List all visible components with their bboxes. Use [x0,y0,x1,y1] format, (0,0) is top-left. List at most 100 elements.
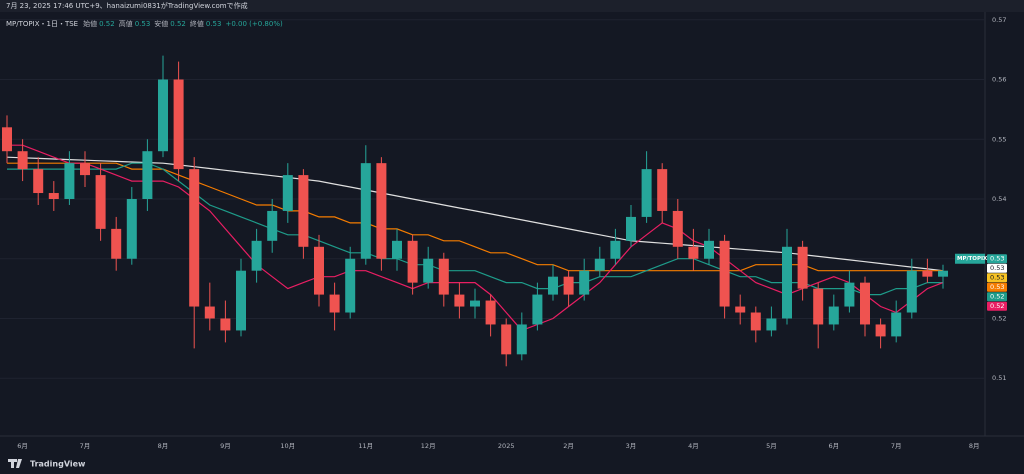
price-tag: 0.52 [990,293,1004,301]
candle-body [719,240,730,307]
candle-body [610,240,621,259]
x-tick-label: 7月 [891,442,902,450]
candle-body [626,216,636,241]
candle-body [594,258,605,271]
x-tick-label: 7月 [80,442,91,450]
candle-body [501,324,512,355]
y-tick-label: 0.57 [992,16,1006,24]
price-tag-bg [987,273,1007,283]
candle-body [922,270,933,277]
candle-body [95,175,106,229]
candle-body [80,163,90,176]
candle-body [470,300,480,307]
y-tick-label: 0.55 [992,135,1006,143]
x-tick-label: 2月 [563,442,574,450]
candle-body [298,175,309,247]
x-tick-label: 3月 [626,442,637,450]
candle-body [438,258,449,295]
candle-body [657,169,668,211]
candle-body [891,312,902,337]
candle-body [782,246,792,319]
candle-body [236,270,246,331]
candle-body [407,240,418,283]
candle-body [204,306,215,319]
y-tick-label: 0.52 [992,314,1006,322]
candle-body [48,193,59,199]
x-tick-label: 9月 [220,442,231,450]
price-tag-bg [987,292,1007,302]
x-tick-label: 12月 [421,442,436,450]
candle-body [282,175,293,211]
candle-body [828,306,839,325]
x-tick-label: 10月 [280,442,295,450]
candle-body [345,258,356,313]
candle-body [548,276,558,295]
legend-symbol: MP/TOPIX・1日・TSE [6,20,78,28]
candle-body [360,163,371,259]
legend-value: 0.52 [170,20,186,28]
symbol-tag: MP/TOPIX [957,256,988,262]
candle-body [875,324,886,337]
candle-body [173,79,184,170]
symbol-tag-bg [955,253,985,264]
legend-label: 高値 [119,19,133,28]
y-tick-label: 0.54 [992,195,1006,203]
candle-body [766,318,777,331]
header-text: 7月 23, 2025 17:46 UTC+9、hanaizumi0831がTr… [6,1,248,10]
watermark: TradingView [30,460,86,469]
legend-label: 安値 [154,19,168,28]
candle-body [735,306,746,313]
candle-body [750,312,761,331]
legend: MP/TOPIX・1日・TSE 始値 0.52 高値 0.53 安値 0.52 終値 0.53 +… [6,19,283,28]
candle-body [641,169,652,217]
x-tick-label: 5月 [766,442,777,450]
legend-change: +0.00 (+0.80%) [225,20,283,28]
price-tag: 0.53 [990,255,1004,263]
candle-body [111,228,122,259]
price-tag-bg [987,254,1007,264]
legend-value: 0.53 [206,20,222,28]
candle-body [158,79,168,152]
x-tick-label: 11月 [358,442,373,450]
x-tick-label: 8月 [158,442,169,450]
price-tag: 0.52 [990,302,1004,310]
legend-value: 0.53 [135,20,151,28]
candle-body [64,163,75,199]
candle-body [860,282,870,325]
candle-body [220,318,231,331]
candle-body [454,294,465,307]
logo-icon [8,459,22,468]
candle-body [844,282,855,307]
candle-body [17,151,28,170]
candle-body [813,288,824,325]
price-tag-bg [987,301,1007,311]
candle-body [485,300,496,325]
x-tick-label: 2025 [498,442,515,450]
price-tag-bg [987,263,1007,273]
price-tag: 0.53 [990,264,1004,272]
candle-body [33,169,44,194]
y-tick-label: 0.51 [992,374,1006,382]
price-tag: 0.53 [990,274,1004,282]
legend-label: 始値 [83,19,97,28]
candle-body [938,270,948,277]
y-tick-label: 0.56 [992,76,1006,84]
x-tick-label: 6月 [828,442,839,450]
x-tick-label: 8月 [969,442,980,450]
candle-body [376,163,387,259]
candle-body [688,246,699,259]
candle-body [516,324,527,355]
candle-body [126,198,137,259]
x-tick-label: 4月 [688,442,699,450]
candle-body [797,246,808,289]
candle-body [251,240,262,271]
candle-body [579,270,590,295]
x-tick-label: 6月 [17,442,28,450]
candle-body [672,210,683,247]
candle-body [267,210,278,241]
candle-body [189,169,200,307]
candle-body [392,240,402,259]
candle-body [906,270,917,313]
